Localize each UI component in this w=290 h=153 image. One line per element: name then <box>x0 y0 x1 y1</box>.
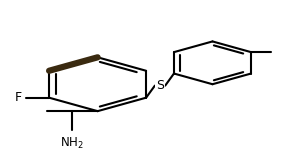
Text: F: F <box>15 91 22 104</box>
Text: NH$_2$: NH$_2$ <box>60 136 84 151</box>
Text: S: S <box>156 79 164 92</box>
